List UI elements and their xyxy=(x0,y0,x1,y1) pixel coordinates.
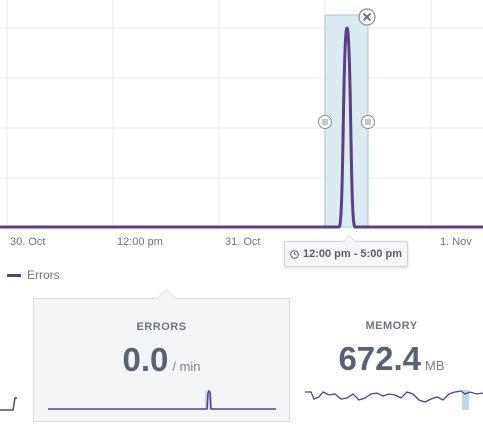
close-icon[interactable] xyxy=(358,8,376,26)
selection-range-text: 12:00 pm - 5:00 pm xyxy=(302,248,403,260)
x-tick-label: 30. Oct xyxy=(10,236,46,248)
card-value: 672.4 MB xyxy=(300,340,483,378)
errors-value: 0.0 xyxy=(122,341,169,378)
memory-value: 672.4 xyxy=(338,340,422,377)
legend-swatch xyxy=(7,273,21,277)
x-tick-label: 1. Nov xyxy=(440,236,472,248)
partial-card-sparkline xyxy=(0,397,17,411)
legend-label: Errors xyxy=(27,268,60,282)
legend-item-errors[interactable]: Errors xyxy=(7,268,60,282)
card-title: ERRORS xyxy=(136,321,187,333)
errors-unit: / min xyxy=(172,359,201,374)
sparkline-selection xyxy=(462,390,469,410)
memory-unit: MB xyxy=(425,358,445,373)
selection-left-handle[interactable] xyxy=(318,115,332,129)
card-value: 0.0/ min xyxy=(34,341,289,379)
sparkline-selection xyxy=(205,391,212,409)
errors-sparkline xyxy=(48,389,276,410)
x-tick-label: 12:00 pm xyxy=(117,236,163,248)
grid xyxy=(0,0,483,227)
memory-card[interactable]: MEMORY 672.4 MB xyxy=(300,298,483,422)
errors-series-line xyxy=(0,26,483,229)
selection-right-handle[interactable] xyxy=(361,115,375,129)
clock-icon xyxy=(290,249,299,259)
errors-chart[interactable] xyxy=(0,0,483,232)
errors-card[interactable]: ERRORS 0.0/ min xyxy=(33,289,290,422)
card-title: MEMORY xyxy=(365,320,418,332)
memory-sparkline xyxy=(305,390,483,410)
selection-range-tooltip: 12:00 pm - 5:00 pm xyxy=(284,235,408,267)
x-tick-label: 31. Oct xyxy=(225,236,261,248)
